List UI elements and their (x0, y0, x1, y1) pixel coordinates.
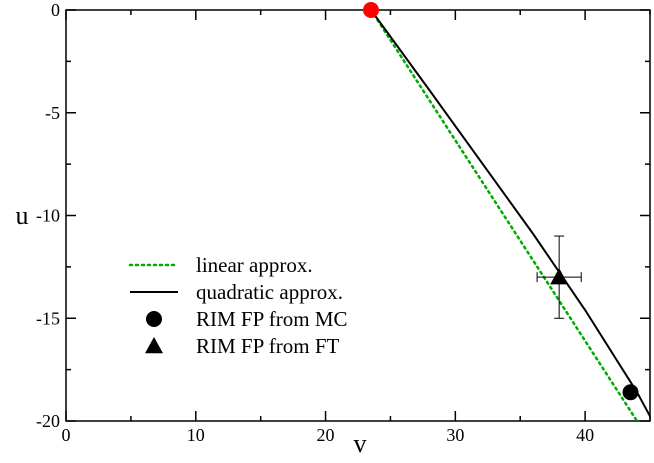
axis-ticks: 0 10 20 30 40 0 -5 -10 -15 -20 (36, 0, 651, 445)
data-point-2 (622, 384, 639, 401)
y-tick-label: -15 (36, 308, 60, 328)
x-tick-label: 40 (576, 425, 594, 445)
y-tick-label: -5 (45, 103, 60, 123)
legend-marker (145, 337, 163, 354)
data-point-3 (550, 268, 569, 285)
y-tick-label: -20 (36, 411, 60, 431)
legend-label: RIM FP from FT (196, 334, 340, 358)
data-point-1 (362, 2, 379, 18)
x-tick-label: 20 (317, 425, 335, 445)
plot-frame (65, 9, 651, 422)
y-tick-label: 0 (51, 0, 60, 20)
series-line-2 (370, 10, 650, 419)
legend-entry: RIM FP from MC (146, 307, 348, 331)
legend-label: linear approx. (196, 253, 313, 277)
series-line-1 (369, 10, 639, 421)
legend-label: RIM FP from MC (196, 307, 348, 331)
legend-entry: RIM FP from FT (145, 334, 340, 358)
legend-label: quadratic approx. (196, 280, 343, 304)
y-tick-label: -10 (36, 206, 60, 226)
x-axis-title: v (354, 429, 367, 458)
legend-entry: linear approx. (128, 253, 313, 277)
plot-area (65, 2, 651, 422)
legend-entry: quadratic approx. (130, 280, 343, 304)
x-tick-label: 0 (62, 425, 71, 445)
x-tick-label: 10 (187, 425, 205, 445)
x-tick-label: 30 (446, 425, 464, 445)
legend-marker (146, 311, 162, 327)
y-axis-title: u (16, 201, 29, 230)
legend: linear approx. quadratic approx. RIM FP fr… (128, 253, 348, 358)
